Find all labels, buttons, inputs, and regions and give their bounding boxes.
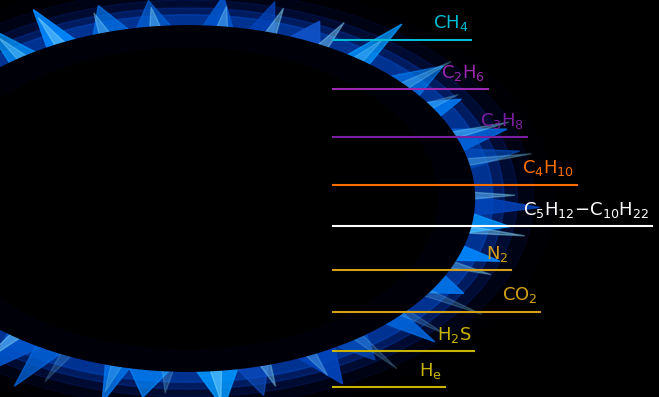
Polygon shape xyxy=(209,367,221,397)
Text: $\mathrm{C_5H_{12}{-}C_{10}H_{22}}$: $\mathrm{C_5H_{12}{-}C_{10}H_{22}}$ xyxy=(523,200,650,220)
Polygon shape xyxy=(350,40,383,64)
Polygon shape xyxy=(287,21,320,48)
Circle shape xyxy=(0,0,517,397)
Polygon shape xyxy=(422,94,458,110)
Polygon shape xyxy=(258,360,275,386)
Text: $\mathrm{C_4H_{10}}$: $\mathrm{C_4H_{10}}$ xyxy=(522,158,574,178)
Polygon shape xyxy=(215,6,228,31)
Polygon shape xyxy=(333,331,375,360)
Polygon shape xyxy=(202,0,233,30)
Text: $\mathrm{C_3H_8}$: $\mathrm{C_3H_8}$ xyxy=(480,111,525,131)
Polygon shape xyxy=(102,362,131,397)
Circle shape xyxy=(0,0,534,397)
Polygon shape xyxy=(128,365,171,397)
Text: $\mathrm{H_e}$: $\mathrm{H_e}$ xyxy=(419,361,442,381)
Polygon shape xyxy=(45,350,74,382)
Polygon shape xyxy=(424,274,464,293)
Polygon shape xyxy=(465,213,510,233)
Text: $\mathrm{N_2}$: $\mathrm{N_2}$ xyxy=(486,244,508,264)
Polygon shape xyxy=(94,13,111,37)
Polygon shape xyxy=(345,24,402,67)
Polygon shape xyxy=(162,367,174,393)
Polygon shape xyxy=(445,260,491,275)
Polygon shape xyxy=(235,362,268,395)
Polygon shape xyxy=(247,2,275,36)
Polygon shape xyxy=(93,6,130,38)
Polygon shape xyxy=(461,154,532,166)
Polygon shape xyxy=(350,333,397,369)
Polygon shape xyxy=(264,8,283,37)
Polygon shape xyxy=(459,149,520,170)
Circle shape xyxy=(0,15,493,382)
Text: $\mathrm{CH_4}$: $\mathrm{CH_4}$ xyxy=(433,13,469,33)
Polygon shape xyxy=(105,362,123,392)
Polygon shape xyxy=(0,331,23,363)
Polygon shape xyxy=(452,245,500,261)
Polygon shape xyxy=(447,129,507,152)
Polygon shape xyxy=(387,66,444,98)
Polygon shape xyxy=(447,122,509,140)
Polygon shape xyxy=(303,350,328,376)
Polygon shape xyxy=(150,7,161,31)
Text: $\mathrm{CO_2}$: $\mathrm{CO_2}$ xyxy=(502,285,538,305)
Polygon shape xyxy=(0,26,38,65)
Polygon shape xyxy=(382,311,435,342)
Polygon shape xyxy=(0,37,30,62)
Text: $\mathrm{H_2S}$: $\mathrm{H_2S}$ xyxy=(437,325,472,345)
Polygon shape xyxy=(469,192,515,199)
Polygon shape xyxy=(14,343,63,386)
Polygon shape xyxy=(0,331,44,370)
Text: $\mathrm{C_2H_6}$: $\mathrm{C_2H_6}$ xyxy=(441,63,485,83)
Polygon shape xyxy=(34,10,78,50)
Circle shape xyxy=(0,26,474,371)
Polygon shape xyxy=(295,345,343,384)
Polygon shape xyxy=(420,288,482,314)
Circle shape xyxy=(0,8,504,389)
Polygon shape xyxy=(315,23,344,51)
Circle shape xyxy=(0,0,554,397)
Polygon shape xyxy=(470,196,540,216)
Polygon shape xyxy=(463,225,525,236)
Polygon shape xyxy=(136,1,173,31)
Polygon shape xyxy=(395,307,445,334)
Circle shape xyxy=(0,48,437,349)
Polygon shape xyxy=(38,17,68,48)
Polygon shape xyxy=(397,62,451,91)
Polygon shape xyxy=(422,99,461,118)
Polygon shape xyxy=(195,366,239,397)
